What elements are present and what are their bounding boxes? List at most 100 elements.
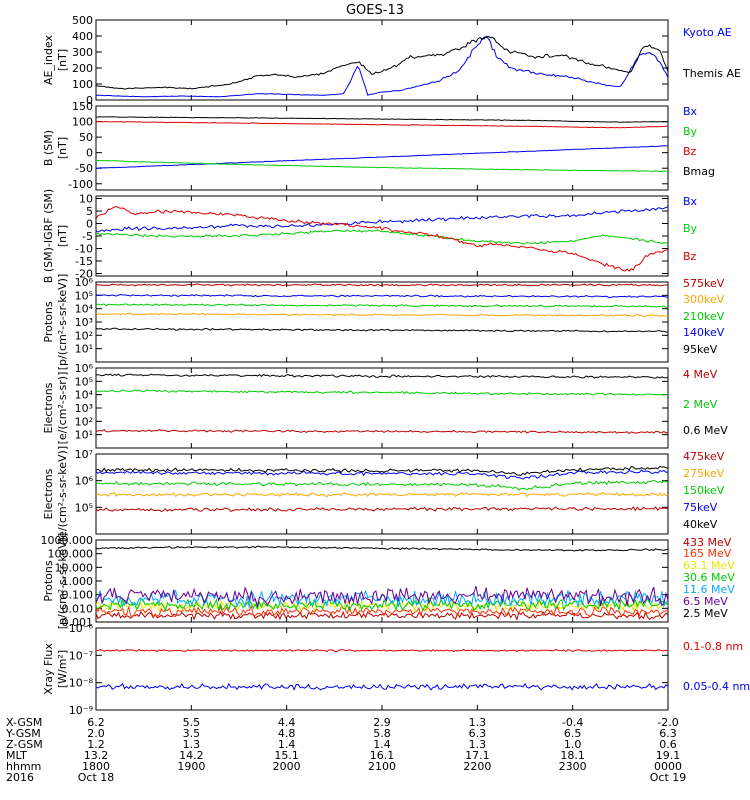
row-value: 1.2 bbox=[87, 738, 105, 751]
series-line-433-mev bbox=[95, 610, 669, 621]
series-line-150kev bbox=[95, 479, 669, 491]
row-value: 2.9 bbox=[373, 716, 391, 729]
row-value: 1.3 bbox=[469, 738, 487, 751]
series-line-0-1-0-8-nm bbox=[95, 648, 669, 653]
row-value: 1800 bbox=[82, 760, 110, 773]
row-value: 6.3 bbox=[469, 727, 487, 740]
row-value: 5.8 bbox=[373, 727, 391, 740]
y-tick-label: -15 bbox=[75, 255, 93, 268]
x-axis-table: X-GSM 6.2 5.5 4.4 2.9 1.3 -0.4 -2.0 Y-GSM 2.0 3.5 4… bbox=[5, 716, 686, 784]
y-tick-label: -100 bbox=[68, 178, 93, 191]
legend-bmag: Bmag bbox=[683, 165, 715, 178]
row-value: 6.3 bbox=[659, 727, 677, 740]
y-tick-label: 10⁵ bbox=[75, 375, 93, 388]
series-line-165-mev bbox=[95, 604, 669, 618]
panel-electrons_low: 10⁵ 10⁶ 10⁷ Electrons [e/(cm²-s-sr-keV)] 475k… bbox=[42, 446, 725, 542]
y-tick-label: 0.001 bbox=[62, 616, 94, 629]
legend-300kev: 300keV bbox=[683, 293, 725, 306]
panel-protons_high: 0.0010.0100.1001.00010.000100.0001000.00… bbox=[41, 533, 736, 630]
legend-2-5-mev: 2.5 MeV bbox=[683, 607, 728, 620]
y-axis-label: Electrons bbox=[42, 382, 55, 433]
y-tick-label: -50 bbox=[75, 162, 93, 175]
series-line-by bbox=[95, 229, 669, 245]
y-tick-label: 10³ bbox=[75, 402, 93, 415]
y-tick-label: 10⁷ bbox=[75, 448, 93, 461]
series-line-4-mev bbox=[95, 428, 669, 435]
y-tick-label: 10¹ bbox=[75, 429, 93, 442]
legend-165-mev: 165 MeV bbox=[683, 547, 732, 560]
figure-title: GOES-13 bbox=[346, 3, 404, 18]
legend-75kev: 75keV bbox=[683, 501, 718, 514]
y-tick-label: 400 bbox=[72, 30, 93, 43]
row-value: 17.1 bbox=[465, 749, 490, 762]
y-tick-label: 10⁻⁶ bbox=[69, 622, 94, 635]
series-line-bz bbox=[96, 121, 669, 129]
y-tick-label: 10.000 bbox=[55, 561, 94, 574]
y-tick-label: 10⁶ bbox=[75, 362, 94, 375]
panel-xray: 10⁻⁹ 10⁻⁸ 10⁻⁷ 10⁻⁶ Xray Flux [W/m²] 0.1-0.8 n… bbox=[42, 622, 750, 717]
y-tick-label: -5 bbox=[82, 230, 93, 243]
legend-40kev: 40keV bbox=[683, 518, 718, 531]
row-value: -2.0 bbox=[657, 716, 678, 729]
series-line-75kev bbox=[95, 469, 669, 480]
y-axis-label: [W/m²] bbox=[56, 650, 69, 688]
row-value: 16.1 bbox=[370, 749, 395, 762]
legend-2-mev: 2 MeV bbox=[683, 398, 718, 411]
y-tick-label: -20 bbox=[75, 268, 93, 281]
legend-575kev: 575keV bbox=[683, 277, 725, 290]
row-value: 19.1 bbox=[656, 749, 681, 762]
legend-30-6-mev: 30.6 MeV bbox=[683, 571, 735, 584]
legend-150kev: 150keV bbox=[683, 484, 725, 497]
series-line-140kev bbox=[95, 293, 668, 298]
panel-ae: 0 100 200 300 400 500 AE_index [nT] Kyoto AE Them… bbox=[42, 14, 741, 107]
y-tick-label: 10⁵ bbox=[75, 501, 93, 514]
y-tick-label: 1000.000 bbox=[41, 534, 94, 547]
legend-433-mev: 433 MeV bbox=[683, 536, 732, 549]
row-value: 0.6 bbox=[659, 738, 677, 751]
series-line-bmag bbox=[95, 116, 669, 123]
y-tick-label: 300 bbox=[72, 46, 93, 59]
row-value: 6.5 bbox=[564, 727, 582, 740]
y-tick-label: 0.010 bbox=[62, 602, 94, 615]
series-line-bz bbox=[95, 205, 669, 272]
y-axis-label: B (SM) bbox=[42, 130, 55, 166]
y-tick-label: 10⁶ bbox=[75, 276, 94, 289]
y-axis-label: Protons bbox=[42, 560, 55, 601]
row-value: Oct 19 bbox=[650, 771, 687, 784]
row-value: 5.5 bbox=[183, 716, 201, 729]
legend-bz: Bz bbox=[683, 145, 697, 158]
y-tick-label: 0 bbox=[86, 218, 93, 231]
legend-bz: Bz bbox=[683, 250, 697, 263]
y-tick-label: 10⁴ bbox=[75, 303, 94, 316]
legend-11-6-mev: 11.6 MeV bbox=[683, 583, 735, 596]
row-value: 1900 bbox=[177, 760, 205, 773]
y-tick-label: 10⁵ bbox=[75, 289, 93, 302]
y-axis-label: [e/(cm²-s-sr-keV)] bbox=[56, 446, 69, 542]
row-value: -0.4 bbox=[562, 716, 583, 729]
row-label: MLT bbox=[6, 749, 27, 762]
y-tick-label: 10⁻⁸ bbox=[69, 677, 94, 690]
legend-275kev: 275keV bbox=[683, 467, 725, 480]
series-line-95kev bbox=[95, 327, 669, 333]
y-tick-label: 10⁴ bbox=[75, 389, 94, 402]
y-tick-label: 10⁶ bbox=[75, 475, 94, 488]
row-value: 2000 bbox=[273, 760, 301, 773]
series-line-0-05-0-4-nm bbox=[95, 682, 669, 691]
row-value: 14.2 bbox=[179, 749, 204, 762]
row-value: 4.4 bbox=[278, 716, 296, 729]
series-line-475kev bbox=[95, 506, 668, 512]
y-axis-label: [nT] bbox=[56, 49, 69, 71]
legend-0-6-mev: 0.6 MeV bbox=[683, 424, 728, 437]
series-line-275kev bbox=[95, 491, 669, 498]
y-axis-label: [nT] bbox=[56, 137, 69, 159]
row-value: Oct 18 bbox=[78, 771, 115, 784]
row-value: 2300 bbox=[559, 760, 587, 773]
series-line-by bbox=[95, 159, 668, 173]
row-label: Z-GSM bbox=[6, 738, 43, 751]
row-value: 2100 bbox=[368, 760, 396, 773]
row-value: 1.4 bbox=[278, 738, 296, 751]
legend-210kev: 210keV bbox=[683, 310, 725, 323]
